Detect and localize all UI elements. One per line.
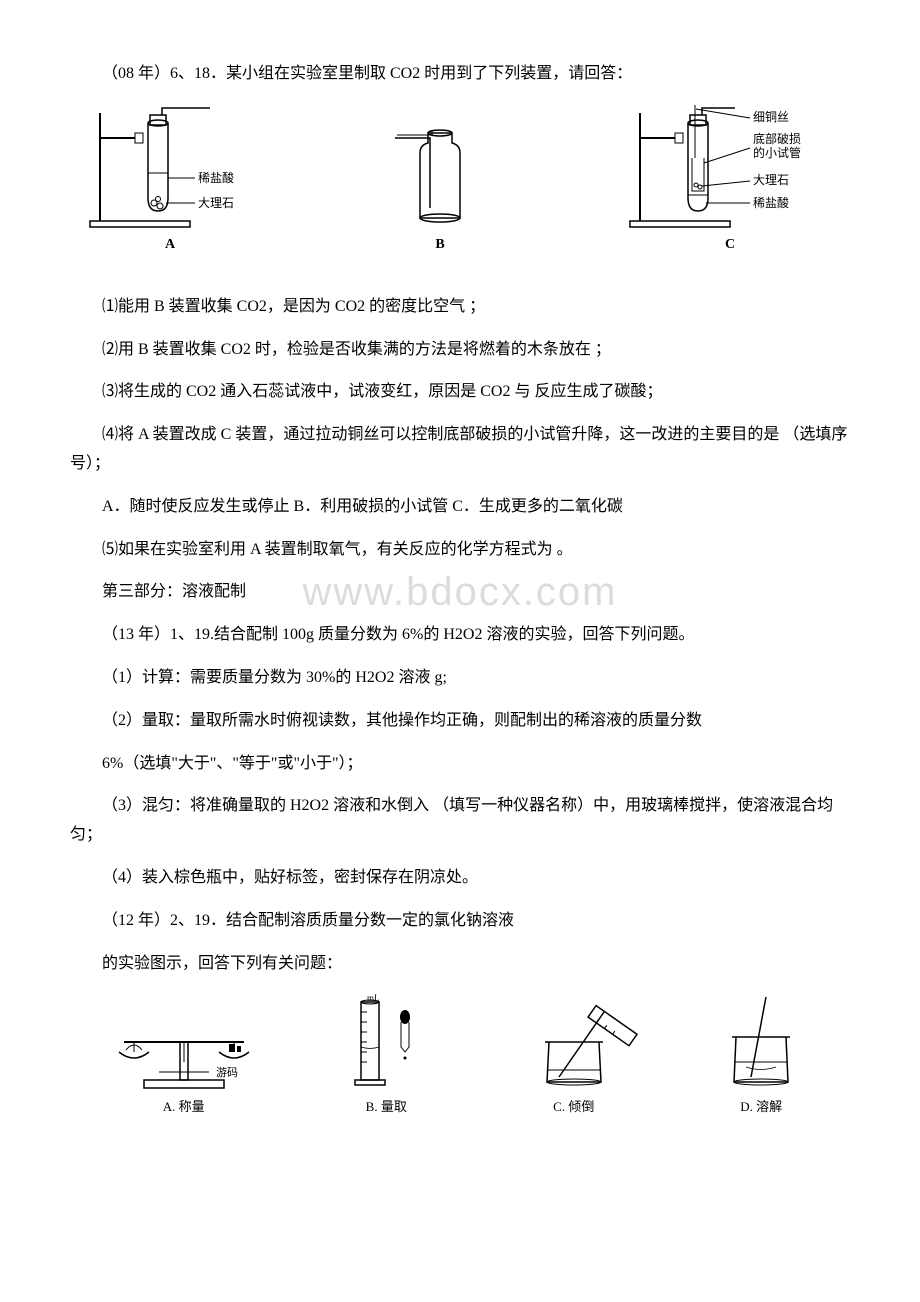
diagram-weighing: 游码 A. 称量 — [104, 1002, 264, 1115]
apparatus-b-icon — [380, 103, 500, 233]
q2-p4: （3）混匀：将准确量取的 H2O2 溶液和水倒入 （填写一种仪器名称）中，用玻璃… — [70, 792, 850, 850]
label-c-marble: 大理石 — [753, 173, 789, 187]
caption-a: A. 称量 — [163, 1096, 205, 1115]
section3-title: 第三部分：溶液配制 — [70, 578, 850, 607]
label-rider: 游码 — [216, 1066, 238, 1079]
cylinder-icon: mL — [331, 992, 441, 1092]
label-a-acid: 稀盐酸 — [198, 170, 234, 185]
diagram-measuring: mL B. 量取 — [331, 992, 441, 1115]
q1-p3: ⑶将生成的 CO2 通入石蕊试液中，试液变红，原因是 CO2 与 反应生成了碳酸… — [70, 378, 850, 407]
q1-p1: ⑴能用 B 装置收集 CO2，是因为 CO2 的密度比空气 ； — [70, 293, 850, 322]
balance-icon: 游码 — [104, 1002, 264, 1092]
page-content: （08 年）6、18．某小组在实验室里制取 CO2 时用到了下列装置，请回答： — [70, 60, 850, 1115]
apparatus-a-icon: 稀盐酸 大理石 — [80, 103, 260, 233]
q1-diagram-row: 稀盐酸 大理石 A B — [70, 103, 850, 253]
apparatus-c-icon: 细铜丝 底部破损 的小试管 大理石 稀盐酸 — [620, 103, 840, 233]
diagram-dissolving: D. 溶解 — [706, 992, 816, 1115]
label-ml: mL — [367, 993, 380, 1003]
q2-p3: 6%（选填"大于"、"等于"或"小于"）； — [70, 750, 850, 779]
q3-diagram-row: 游码 A. 称量 mL — [70, 992, 850, 1115]
diagram-pouring: C. 倾倒 — [509, 992, 639, 1115]
caption-b: B. 量取 — [366, 1096, 407, 1115]
diagram-b-label: B — [435, 237, 444, 253]
diagram-c: 细铜丝 底部破损 的小试管 大理石 稀盐酸 C — [620, 103, 840, 253]
q2-p2: （2）量取：量取所需水时俯视读数，其他操作均正确，则配制出的稀溶液的质量分数 — [70, 707, 850, 736]
q1-p2: ⑵用 B 装置收集 CO2 时，检验是否收集满的方法是将燃着的木条放在 ； — [70, 336, 850, 365]
q1-p4: ⑷将 A 装置改成 C 装置，通过拉动铜丝可以控制底部破损的小试管升降，这一改进… — [70, 421, 850, 479]
q1-intro: （08 年）6、18．某小组在实验室里制取 CO2 时用到了下列装置，请回答： — [70, 60, 850, 89]
diagram-c-label: C — [725, 237, 735, 253]
q1-p5: A．随时使反应发生或停止 B．利用破损的小试管 C．生成更多的二氧化碳 — [70, 493, 850, 522]
diagram-a-label: A — [165, 237, 175, 253]
label-c-acid: 稀盐酸 — [753, 195, 789, 210]
q2-p1: （1）计算：需要质量分数为 30%的 H2O2 溶液 g; — [70, 664, 850, 693]
q3-intro: （12 年）2、19．结合配制溶质质量分数一定的氯化钠溶液 — [70, 907, 850, 936]
caption-d: D. 溶解 — [740, 1096, 782, 1115]
q3-p1: 的实验图示，回答下列有关问题： — [70, 950, 850, 979]
q2-p5: （4）装入棕色瓶中，贴好标签，密封保存在阴凉处。 — [70, 864, 850, 893]
label-a-marble: 大理石 — [198, 196, 234, 210]
pouring-icon — [509, 992, 639, 1092]
dissolving-icon — [706, 992, 816, 1092]
q1-p6: ⑸如果在实验室利用 A 装置制取氧气，有关反应的化学方程式为 。 — [70, 536, 850, 565]
diagram-b: B — [380, 103, 500, 253]
label-c-tube2: 的小试管 — [753, 145, 801, 160]
diagram-a: 稀盐酸 大理石 A — [80, 103, 260, 253]
label-c-wire: 细铜丝 — [753, 109, 789, 124]
q2-intro: （13 年）1、19.结合配制 100g 质量分数为 6%的 H2O2 溶液的实… — [70, 621, 850, 650]
caption-c: C. 倾倒 — [553, 1096, 594, 1115]
label-c-tube1: 底部破损 — [753, 131, 801, 146]
